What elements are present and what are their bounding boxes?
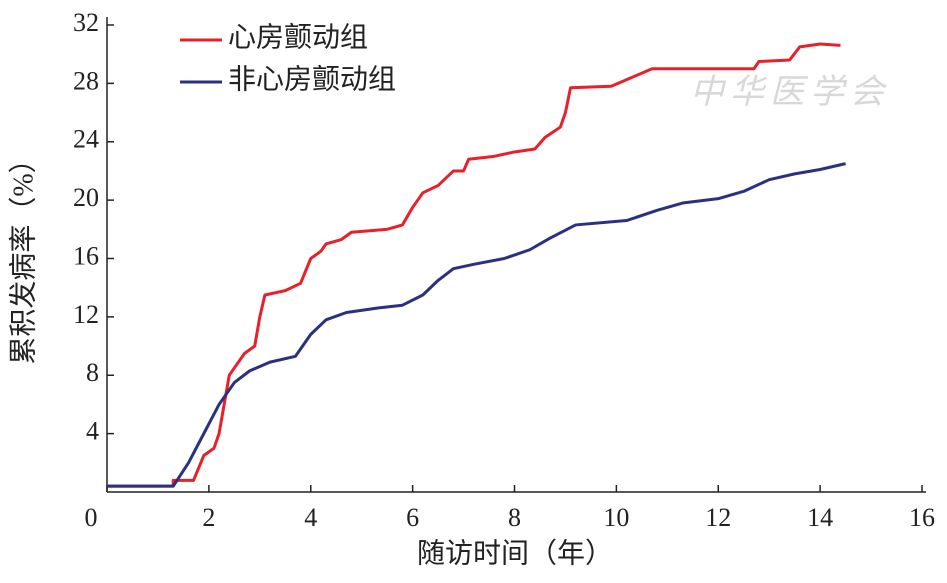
x-tick-label: 0 [85, 503, 98, 532]
y-tick-label: 16 [73, 241, 99, 270]
x-tick-label: 10 [603, 503, 629, 532]
y-axis-title: 累积发病率（%） [7, 145, 39, 364]
x-tick-label: 6 [406, 503, 419, 532]
x-tick-label: 14 [807, 503, 833, 532]
line [107, 162, 846, 488]
x-tick-label: 8 [508, 503, 521, 532]
legend-label: 非心房颤动组 [228, 63, 396, 95]
y-tick-label: 8 [86, 358, 99, 387]
y-tick-label: 20 [73, 183, 99, 212]
y-tick-label: 4 [86, 417, 99, 446]
x-axis-title: 随访时间（年） [417, 537, 613, 569]
y-tick-label: 12 [73, 300, 99, 329]
y-tick-label: 32 [73, 8, 99, 37]
x-tick-label: 12 [705, 503, 731, 532]
y-tick-label: 24 [73, 125, 99, 154]
x-tick-label: 4 [304, 503, 317, 532]
x-tick-label: 16 [909, 503, 935, 532]
watermark: 中华医学会 [690, 74, 890, 111]
legend-label: 心房颤动组 [228, 21, 368, 53]
x-tick-label: 2 [202, 503, 215, 532]
y-tick-label: 28 [73, 66, 99, 95]
